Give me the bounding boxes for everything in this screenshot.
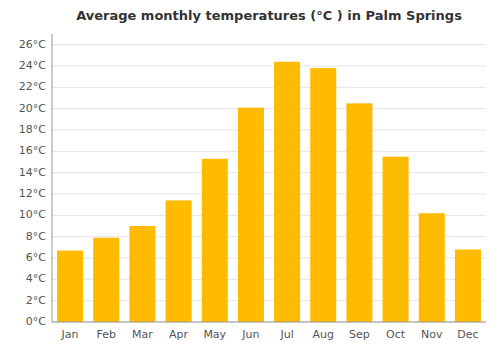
y-tick-label: 18°C [19,123,46,136]
y-tick-label: 22°C [19,80,46,93]
chart-svg: 0°C 2°C 4°C 6°C 8°C 10°C 12°C 14°C 16°C 18°C 20°C 2… [0,0,500,350]
x-tick-label: Oct [386,328,406,341]
page: {"chart_data": { "type": "bar", "title":… [0,0,500,350]
bar [93,238,119,322]
bar [129,226,155,322]
bar [419,213,445,322]
grid-line [52,87,486,88]
grid-line [52,108,486,109]
bar [57,251,83,322]
y-tick-label: 16°C [19,144,46,157]
bar [455,249,481,322]
x-tick-label: Apr [169,328,189,341]
x-tick-label: Sep [349,328,370,341]
x-tick-label: Nov [421,328,443,341]
x-tick-label: Jan [61,328,79,341]
bar [202,159,228,322]
grid [52,45,486,322]
y-tick-label: 14°C [19,166,46,179]
x-axis: Jan Feb Mar Apr May Jun Jul Aug Sep Oct Nov Dec [61,328,479,341]
y-tick-label: 20°C [19,102,46,115]
x-tick-label: Aug [313,328,334,341]
bar [346,103,372,322]
bar [166,200,192,322]
x-tick-label: Dec [457,328,478,341]
y-axis: 0°C 2°C 4°C 6°C 8°C 10°C 12°C 14°C 16°C 18°C 20°C 2… [19,38,46,328]
y-tick-label: 4°C [26,272,46,285]
y-tick-label: 10°C [19,208,46,221]
x-tick-label: Mar [132,328,153,341]
chart-title: Average monthly temperatures (°C ) in Pa… [76,8,462,23]
y-tick-label: 24°C [19,59,46,72]
x-tick-label: Feb [97,328,116,341]
grid-line [52,194,486,195]
grid-line [52,130,486,131]
bar [310,68,336,322]
chart-container: 0°C 2°C 4°C 6°C 8°C 10°C 12°C 14°C 16°C 18°C 20°C 2… [0,0,500,350]
bar [383,157,409,322]
grid-line [52,172,486,173]
bars [57,62,481,322]
grid-line [52,44,486,45]
x-tick-label: Jun [241,328,259,341]
grid-line [52,66,486,67]
x-tick-label: May [203,328,226,341]
y-tick-label: 12°C [19,187,46,200]
x-axis-line [52,322,486,323]
y-tick-label: 0°C [26,315,46,328]
y-tick-label: 2°C [26,294,46,307]
grid-line [52,322,486,323]
grid-line [52,151,486,152]
y-tick-label: 6°C [26,251,46,264]
bar [238,108,264,322]
x-tick-label: Jul [279,328,293,341]
y-tick-label: 26°C [19,38,46,51]
y-tick-label: 8°C [26,230,46,243]
y-axis-line [52,34,53,322]
bar [274,62,300,322]
